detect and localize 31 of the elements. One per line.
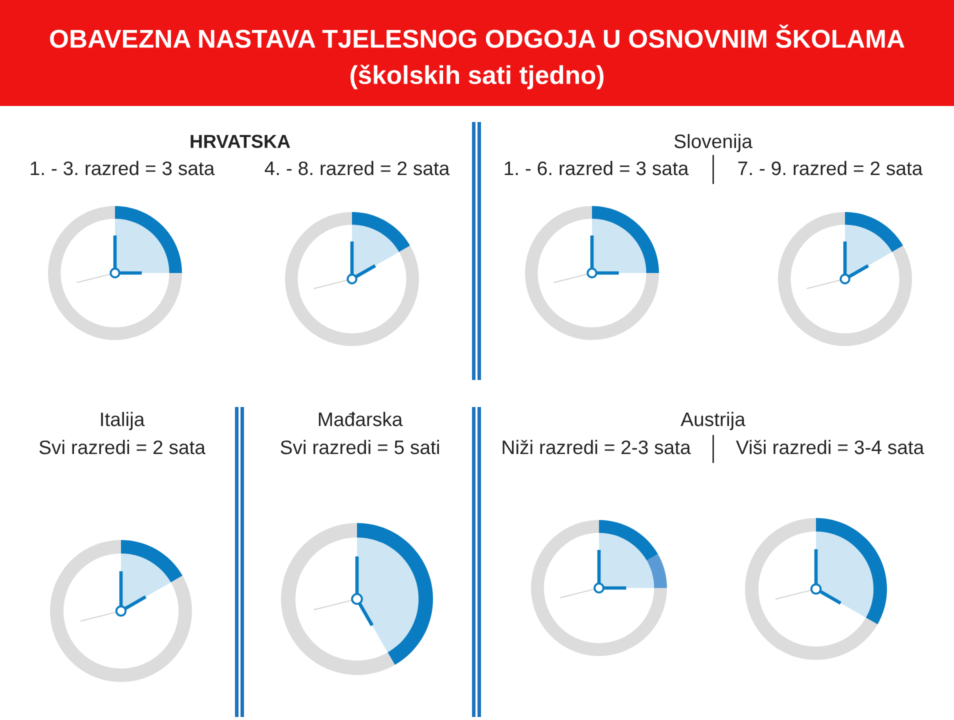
chart-subtitle: Svi razredi = 2 sata <box>39 440 206 454</box>
donut-slice <box>592 206 659 273</box>
donut-slice <box>357 523 433 665</box>
chart-title: 4. - 8. razred = 2 sata <box>264 160 450 176</box>
donut-slice <box>115 206 182 273</box>
text: Slovenija <box>674 134 752 152</box>
donut-slice <box>599 520 658 561</box>
chart-title: 7. - 9. razred = 2 sata <box>738 160 923 176</box>
chart-title: Viši razredi = 3-4 sata <box>736 440 924 454</box>
text: (školskih sati tjedno) <box>350 64 604 90</box>
text: Austrija <box>680 412 746 430</box>
donut-slice <box>745 518 878 660</box>
donut-slice <box>525 206 659 340</box>
donut-slice <box>50 540 192 682</box>
chart-title: Italija <box>101 412 145 430</box>
donut-slice <box>285 212 419 346</box>
chart-title: Niži razredi = 2-3 sata <box>502 440 691 454</box>
text: OBAVEZNA NASTAVA TJELESNOG ODGOJA U OSNOVNIM ŠKOLAMA <box>50 24 904 48</box>
donut-slice <box>48 206 182 340</box>
donut-slice <box>121 540 183 582</box>
donut-slice <box>646 554 667 588</box>
donut-slice <box>845 212 904 252</box>
donut-slice <box>531 520 667 656</box>
chart-title: 1. - 6. razred = 3 sata <box>504 160 689 176</box>
chart-title: Mađarska <box>318 412 403 426</box>
donut-slice <box>352 212 410 252</box>
donut-slice <box>281 523 395 675</box>
chart-subtitle: Svi razredi = 5 sati <box>280 440 439 454</box>
chart-title: 1. - 3. razred = 3 sata <box>30 160 215 176</box>
text: HRVATSKA <box>190 134 290 148</box>
donut-slice <box>778 212 912 346</box>
